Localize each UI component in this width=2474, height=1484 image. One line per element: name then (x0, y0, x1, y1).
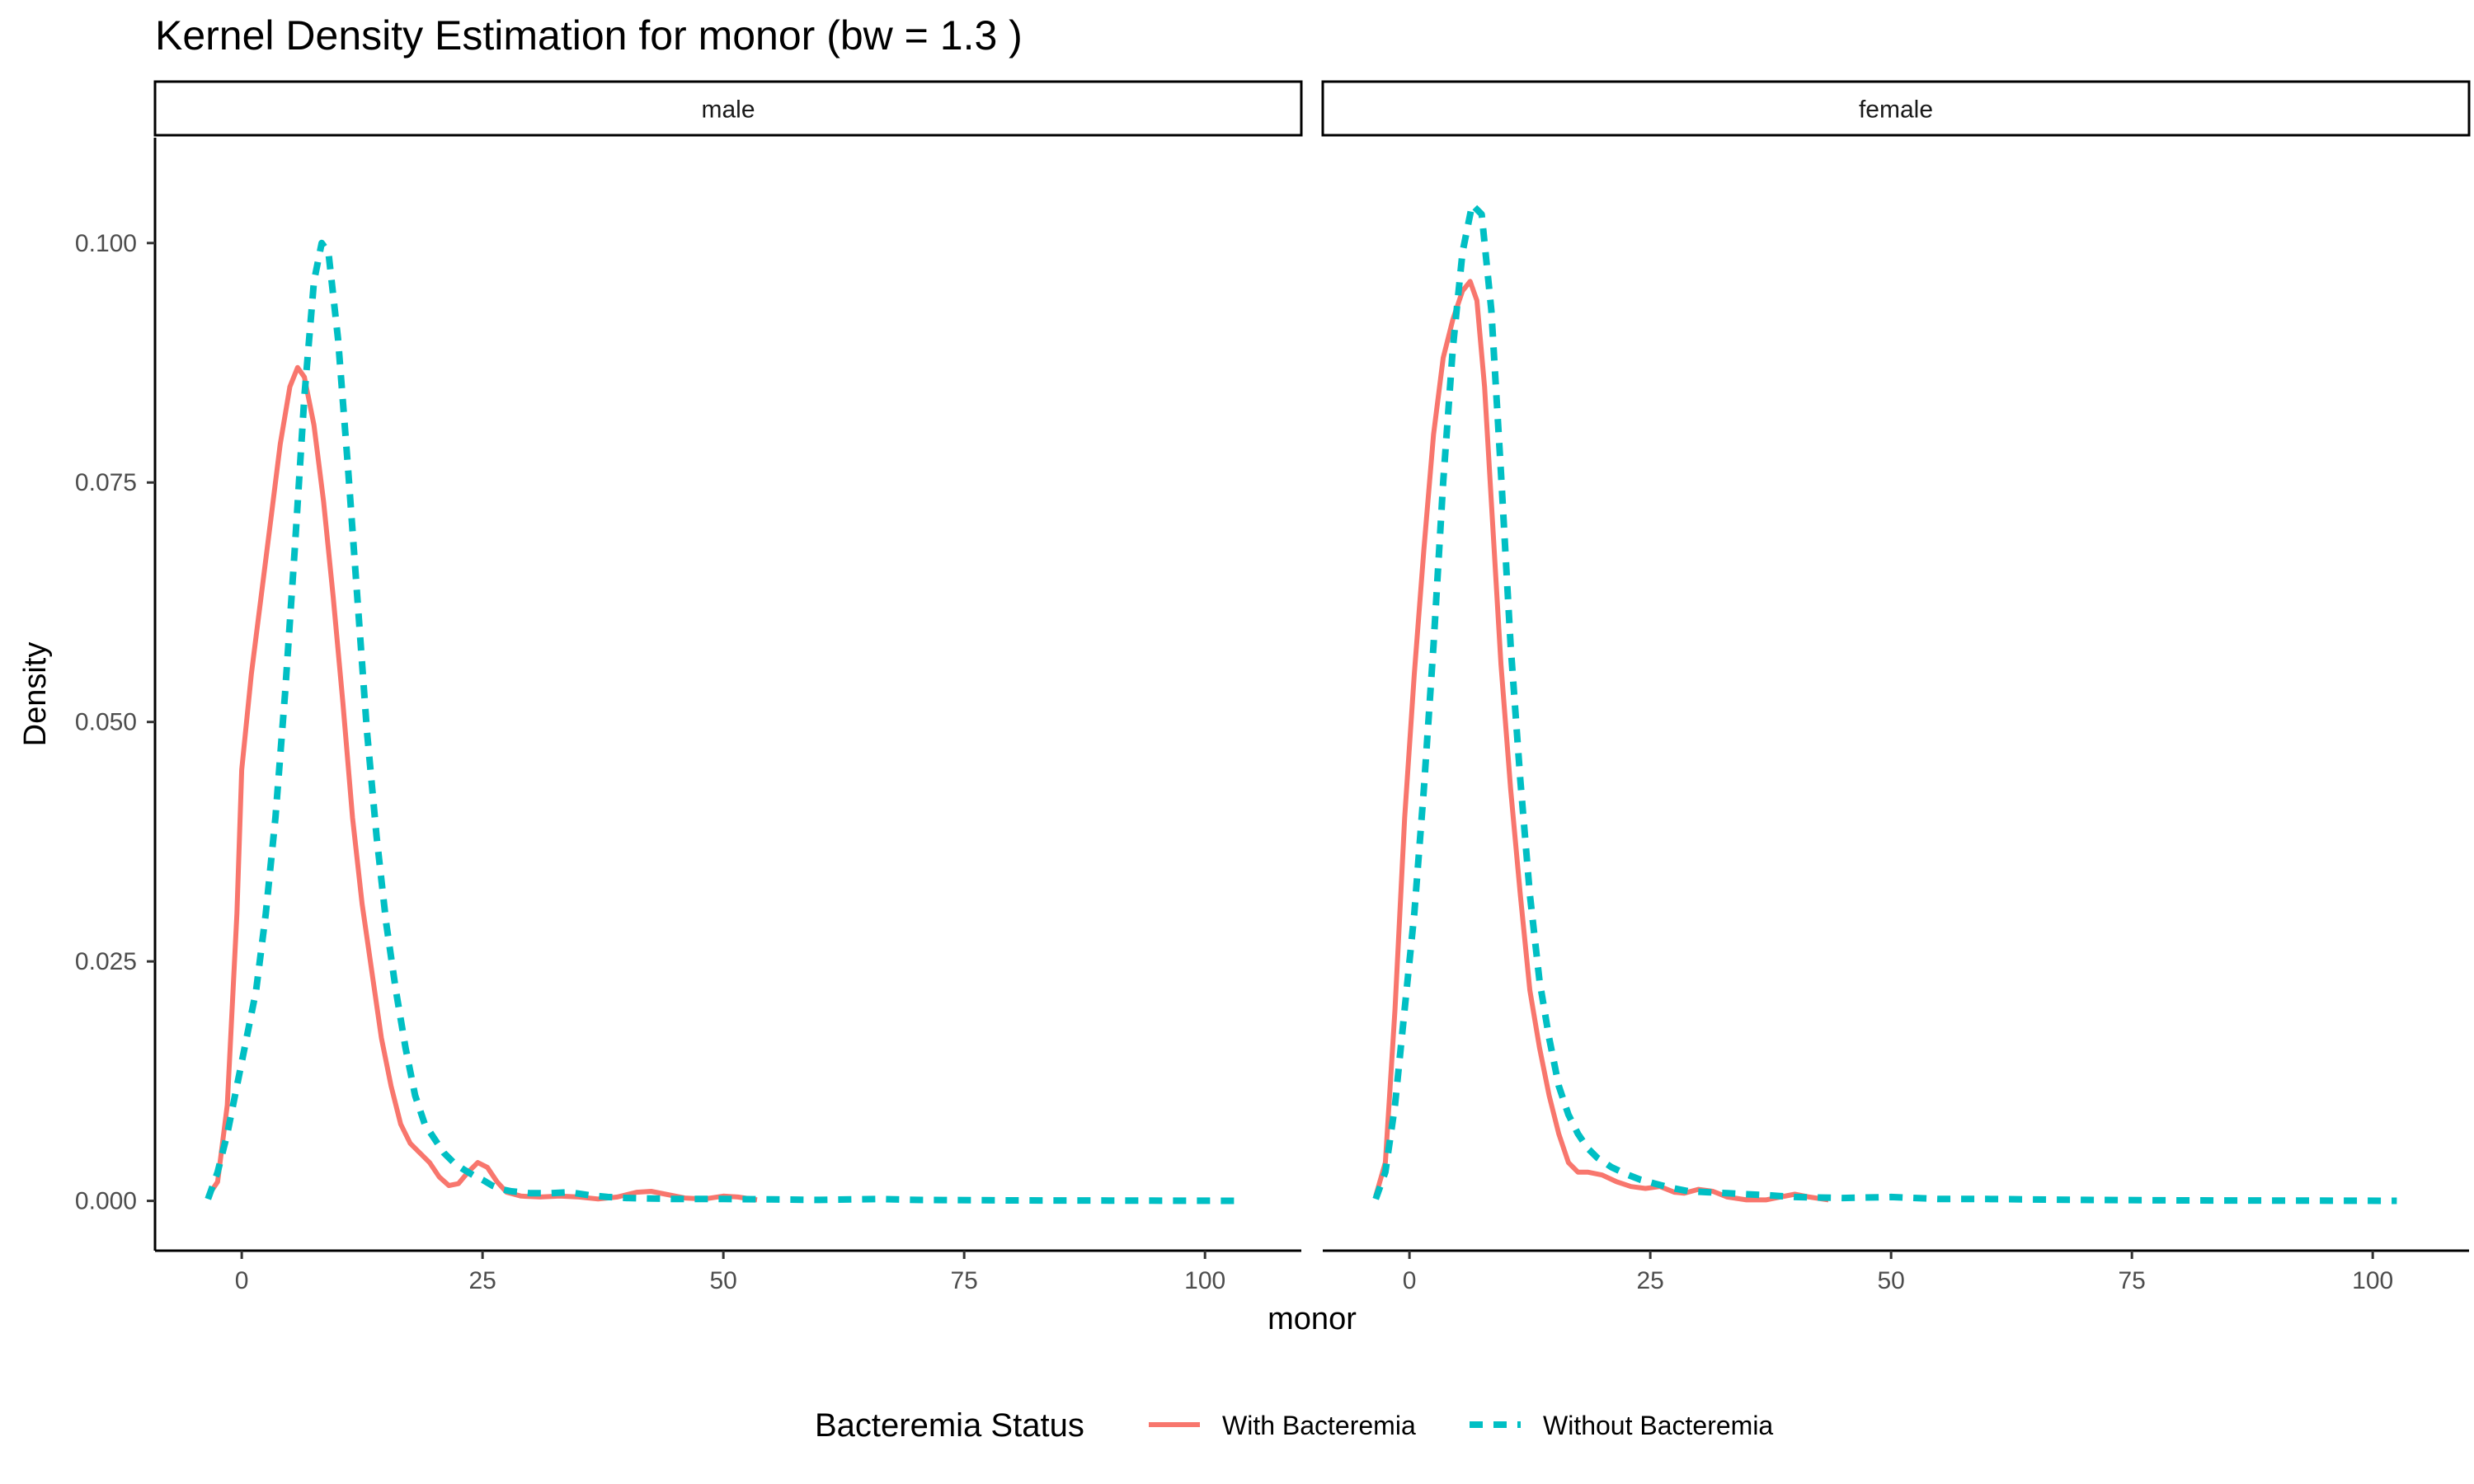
chart-title: Kernel Density Estimation for monor (bw … (155, 12, 1023, 59)
density-line-without-bacteremia (205, 239, 1244, 1205)
y-axis-title: Density (18, 642, 53, 747)
facet-strip-label: female (1859, 96, 1933, 124)
x-tick-label: 50 (709, 1267, 736, 1294)
x-tick-label: 50 (1877, 1267, 1904, 1294)
x-tick-label: 25 (1636, 1267, 1663, 1294)
density-line-with-bacteremia (1373, 279, 1829, 1203)
density-line-without-bacteremia (1372, 201, 2397, 1205)
y-tick-label: 0.075 (75, 469, 137, 496)
x-tick-label: 100 (1184, 1267, 1225, 1294)
x-tick-label: 75 (2118, 1267, 2145, 1294)
x-tick-label: 0 (235, 1267, 249, 1294)
x-tick-label: 25 (468, 1267, 496, 1294)
density-line-with-bacteremia (205, 364, 758, 1203)
panel-female: female 0 25 50 75 100 (1321, 80, 2471, 1294)
x-axis-title: monor (1268, 1302, 1357, 1336)
legend: Bacteremia Status With Bacteremia Without… (815, 1407, 1773, 1444)
legend-title: Bacteremia Status (815, 1407, 1084, 1444)
facet-strip-label: male (701, 96, 755, 124)
facet-strip (1321, 80, 2471, 137)
y-tick-label: 0.100 (75, 230, 137, 257)
y-tick-label: 0.050 (75, 709, 137, 736)
facet-strip (153, 80, 1303, 137)
legend-label: Without Bacteremia (1543, 1411, 1773, 1440)
legend-label: With Bacteremia (1222, 1411, 1416, 1440)
y-tick-label: 0.025 (75, 948, 137, 975)
x-tick-label: 0 (1403, 1267, 1417, 1294)
y-tick-label: 0.000 (75, 1188, 137, 1215)
x-tick-label: 75 (950, 1267, 977, 1294)
x-tick-label: 100 (2352, 1267, 2393, 1294)
legend-entries: With Bacteremia Without Bacteremia (1149, 1411, 1773, 1440)
panel-male: male 0.000 0.025 0.050 0.075 0.100 0 25 50 75 100 (75, 80, 1303, 1294)
